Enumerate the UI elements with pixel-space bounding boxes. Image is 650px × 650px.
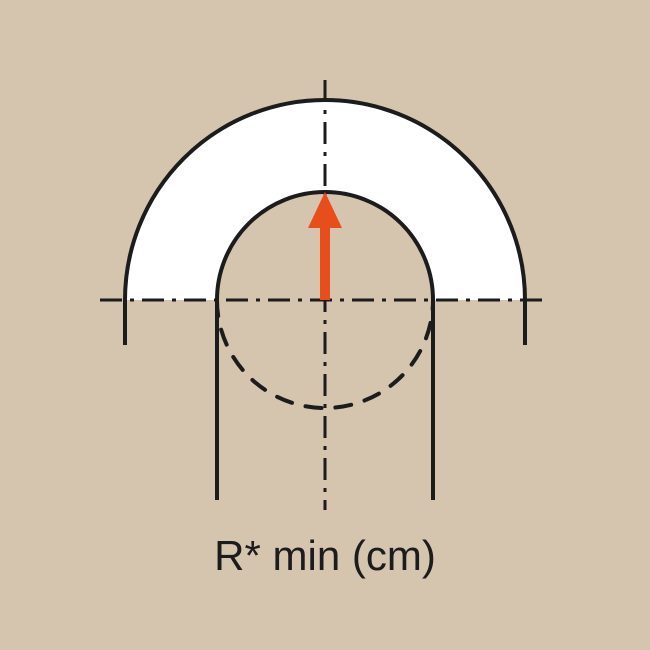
radius-label: R* min (cm) — [0, 532, 650, 580]
diagram-canvas: R* min (cm) — [0, 0, 650, 650]
